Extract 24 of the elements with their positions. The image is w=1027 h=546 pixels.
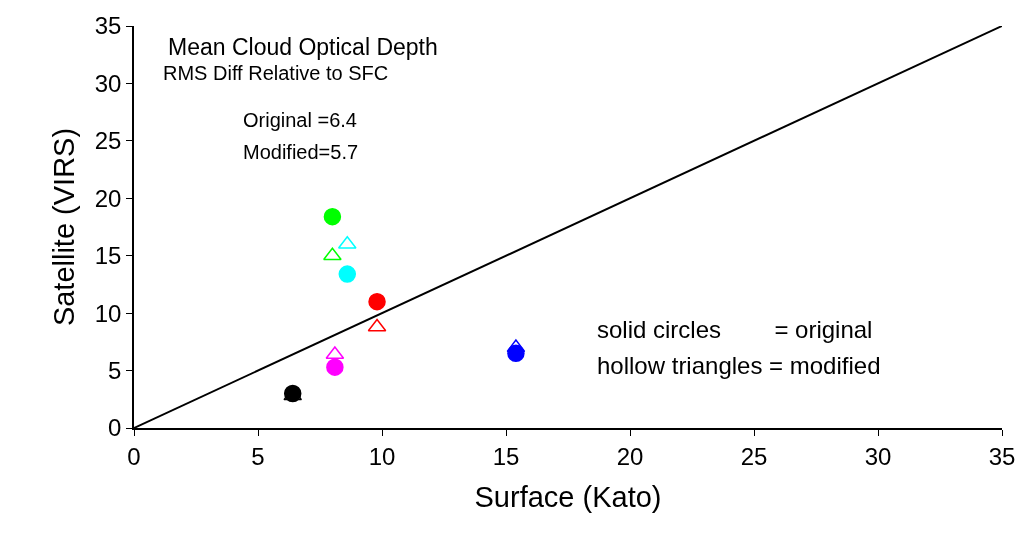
y-tick-label: 20 [94,184,122,212]
x-axis-title: Surface (Kato) [474,480,662,513]
y-tick-label: 15 [94,242,122,270]
annotation: RMS Diff Relative to SFC [163,62,389,84]
x-tick-label: 35 [988,442,1016,470]
x-tick-label: 0 [127,442,141,470]
x-tick-label: 5 [251,442,265,470]
annotation: Mean Cloud Optical Depth [168,34,438,60]
x-tick-label: 20 [616,442,644,470]
y-tick-label: 25 [94,127,122,155]
x-tick-label: 10 [368,442,396,470]
y-tick-label: 10 [94,299,122,327]
y-axis-title: Satellite (VIRS) [47,127,80,327]
annotation: Original =6.4 [243,109,357,131]
annotation: solid circles = original [597,316,873,343]
y-tick-label: 35 [94,12,122,40]
y-tick-label: 0 [108,414,122,442]
x-tick-label: 15 [492,442,520,470]
y-tick-label: 5 [108,356,122,384]
y-tick-label: 30 [94,69,122,97]
annotation: Modified=5.7 [243,141,359,163]
x-tick-label: 30 [864,442,892,470]
x-tick-label: 25 [740,442,768,470]
annotation: hollow triangles = modified [597,352,881,379]
